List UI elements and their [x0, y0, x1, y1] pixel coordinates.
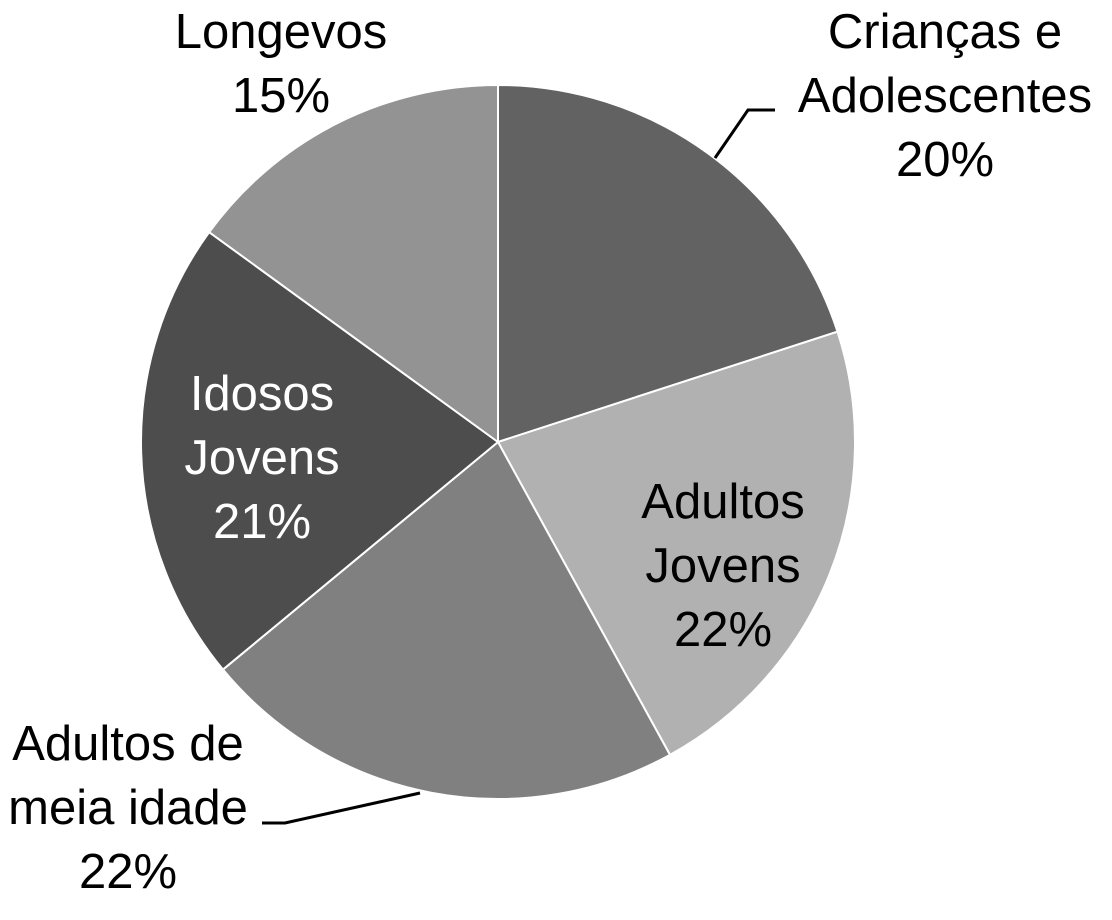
- leader-lines: [262, 108, 775, 825]
- slice-label-adultos-jovens: Adultos Jovens 22%: [641, 475, 805, 657]
- pie-slice-idosos-jovens: [140, 230, 500, 671]
- pie-slice-adultos-jovens: [496, 330, 856, 757]
- pie-slice-criancas-adolescentes: [497, 83, 839, 444]
- slice-label-criancas-adolescentes: Crianças e Adolescentes 20%: [797, 5, 1093, 187]
- pie-slices: [140, 83, 856, 800]
- slice-label-adultos-meia-idade: Adultos de meia idade 22%: [8, 717, 248, 899]
- pie-slice-adultos-meia-idade: [221, 440, 672, 800]
- leader-line-meia-idade: [262, 791, 421, 825]
- slice-label-idosos-jovens: Idosos Jovens 21%: [184, 367, 340, 549]
- leader-line-criancas: [713, 108, 775, 159]
- pie-slice-longevos: [207, 83, 499, 444]
- slice-label-longevos: Longevos 15%: [174, 5, 388, 123]
